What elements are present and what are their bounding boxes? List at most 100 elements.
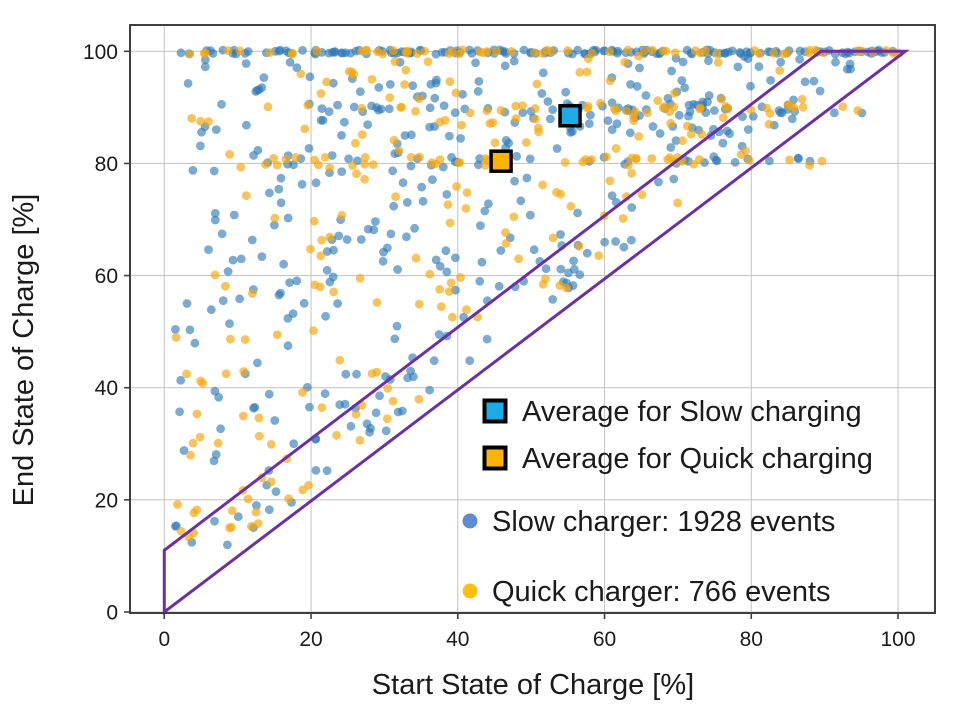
scatter-point	[352, 169, 361, 179]
scatter-point	[311, 466, 321, 475]
scatter-point	[414, 394, 424, 404]
scatter-point	[462, 305, 471, 315]
scatter-point	[283, 213, 293, 223]
scatter-point	[381, 426, 391, 436]
scatter-point	[225, 150, 235, 159]
scatter-point	[444, 287, 454, 296]
scatter-point	[627, 235, 636, 245]
scatter-point	[560, 157, 570, 167]
scatter-point	[316, 251, 326, 261]
scatter-point	[634, 132, 644, 141]
scatter-point	[344, 154, 353, 164]
scatter-point	[627, 153, 637, 163]
scatter-point	[619, 242, 629, 252]
scatter-point	[429, 356, 439, 366]
scatter-point	[298, 46, 307, 55]
scatter-point	[671, 136, 681, 146]
scatter-point	[312, 46, 322, 56]
scatter-point	[360, 159, 370, 169]
scatter-point	[388, 166, 398, 176]
scatter-point	[538, 68, 548, 78]
scatter-point	[596, 98, 605, 108]
scatter-point	[511, 114, 521, 123]
scatter-point	[285, 57, 295, 67]
scatter-point	[330, 47, 340, 57]
scatter-point	[853, 106, 863, 115]
scatter-point	[265, 48, 275, 57]
scatter-point	[317, 403, 327, 412]
scatter-point	[552, 144, 562, 153]
scatter-point	[217, 99, 226, 109]
scatter-point	[546, 114, 555, 124]
scatter-point	[298, 485, 308, 495]
scatter-point	[776, 57, 786, 67]
feasible-region-boundary	[162, 49, 910, 616]
scatter-point	[369, 225, 379, 235]
scatter-point	[765, 108, 775, 118]
scatter-point	[439, 101, 449, 111]
scatter-point	[393, 265, 402, 274]
scatter-point	[488, 118, 498, 128]
scatter-point	[352, 369, 361, 379]
scatter-point	[435, 261, 445, 271]
scatter-point	[509, 212, 519, 222]
y-tick-label: 40	[95, 377, 118, 400]
scatter-point	[214, 392, 224, 402]
scatter-point	[663, 155, 673, 164]
scatter-point	[386, 229, 396, 239]
scatter-point	[360, 174, 369, 184]
scatter-point	[725, 129, 734, 139]
y-tick-label: 20	[95, 489, 118, 512]
scatter-point	[673, 198, 682, 208]
scatter-point	[519, 45, 529, 55]
scatter-point	[257, 252, 267, 261]
scatter-point	[210, 516, 219, 526]
scatter-point	[518, 108, 528, 118]
scatter-point	[602, 152, 611, 162]
scatter-point	[357, 103, 367, 113]
scatter-point	[337, 211, 347, 220]
scatter-point	[213, 438, 223, 448]
scatter-point	[730, 157, 740, 167]
scatter-point	[661, 46, 671, 56]
scatter-point	[223, 46, 233, 56]
scatter-point	[829, 108, 839, 118]
scatter-point	[465, 45, 474, 55]
scatter-point	[217, 229, 227, 239]
scatter-point	[641, 91, 651, 100]
scatter-point	[264, 505, 274, 515]
scatter-point	[321, 311, 330, 321]
scatter-point	[340, 399, 350, 409]
scatter-point	[795, 54, 804, 64]
scatter-point	[578, 157, 588, 167]
scatter-point	[185, 325, 195, 335]
scatter-point	[815, 86, 825, 96]
scatter-point	[385, 80, 395, 89]
scatter-point	[264, 389, 274, 399]
scatter-point	[546, 47, 556, 57]
average-slow-marker	[558, 104, 582, 128]
scatter-point	[337, 167, 347, 177]
scatter-point	[406, 152, 416, 162]
scatter-point	[530, 48, 539, 57]
scatter-point	[389, 135, 399, 145]
legend-dot-slow-icon	[462, 513, 478, 529]
scatter-point	[674, 110, 684, 120]
legend-item-label: Quick charger: 766 events	[492, 576, 831, 608]
scatter-point	[392, 321, 402, 331]
scatter-point	[373, 47, 382, 57]
scatter-point	[414, 299, 424, 309]
scatter-point	[418, 196, 428, 206]
scatter-point	[200, 62, 210, 72]
scatter-point	[667, 66, 676, 76]
scatter-point	[697, 130, 707, 139]
scatter-point	[543, 97, 553, 106]
scatter-point	[654, 177, 663, 187]
scatter-point	[501, 228, 510, 237]
scatter-point	[206, 305, 216, 315]
scatter-point	[480, 206, 490, 216]
scatter-point	[254, 431, 264, 441]
scatter-point	[680, 83, 690, 93]
scatter-point	[320, 152, 330, 162]
scatter-point	[171, 325, 180, 334]
